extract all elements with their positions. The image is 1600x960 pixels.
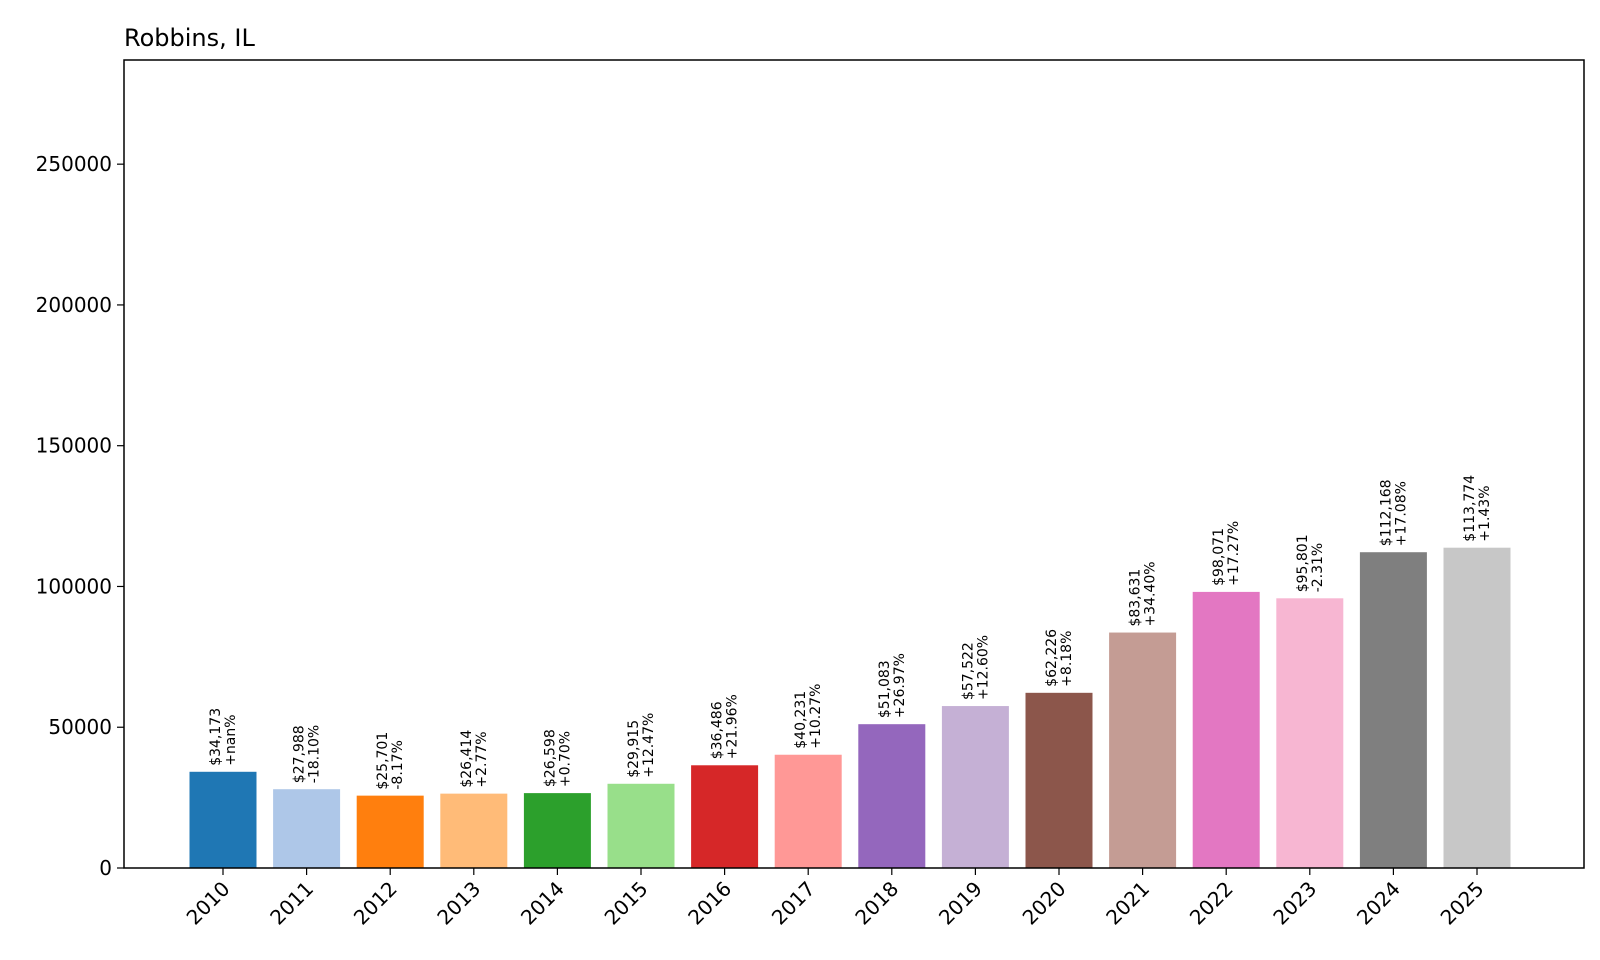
bar-data-label: $51,083 +26.97% xyxy=(877,653,908,718)
x-tick-label: 2013 xyxy=(432,877,485,930)
bar-data-label: $27,988 -18.10% xyxy=(292,725,323,783)
bar-value-label: $83,631 xyxy=(1128,569,1144,627)
x-tick-label: 2010 xyxy=(182,877,235,930)
y-tick-label: 200000 xyxy=(36,293,112,317)
bar-change-label: +0.70% xyxy=(557,731,573,787)
bar-value-label: $113,774 xyxy=(1462,475,1478,542)
bar-change-label: +12.60% xyxy=(975,635,991,700)
bar xyxy=(691,765,759,868)
bar-data-label: $29,915 +12.47% xyxy=(626,713,657,778)
x-tick-label: 2022 xyxy=(1185,877,1238,930)
bar-data-label: $26,598 +0.70% xyxy=(542,729,573,787)
y-tick-label: 250000 xyxy=(36,152,112,176)
y-axis: 0 50000 100000 150000 200000 250000 xyxy=(36,152,124,880)
x-tick-label: 2017 xyxy=(767,877,820,930)
x-tick-label: 2011 xyxy=(265,877,318,930)
bar xyxy=(523,793,591,868)
bar-value-label: $40,231 xyxy=(793,691,809,749)
bar-data-label: $57,522 +12.60% xyxy=(960,635,991,700)
bar-change-label: +8.18% xyxy=(1059,631,1075,687)
chart-title: Robbins, IL xyxy=(124,24,255,52)
bar-value-label: $34,173 xyxy=(208,708,224,766)
bar xyxy=(1025,692,1093,868)
bar xyxy=(1359,552,1427,868)
bar-data-label: $113,774 +1.43% xyxy=(1462,475,1493,542)
bar-data-label: $98,071 +17.27% xyxy=(1211,521,1242,586)
bar-labels: $34,173 +nan% $27,988 -18.10% $25,701 -8.17% $… xyxy=(208,475,1493,790)
bar-change-label: +17.27% xyxy=(1226,521,1242,586)
y-tick-label: 50000 xyxy=(48,715,112,739)
x-tick-label: 2021 xyxy=(1101,877,1154,930)
bar-value-label: $112,168 xyxy=(1378,479,1394,546)
bar-value-label: $27,988 xyxy=(292,725,308,783)
bar-data-label: $34,173 +nan% xyxy=(208,708,239,766)
bar-data-label: $83,631 +34.40% xyxy=(1128,561,1159,626)
x-axis: 2010 2011 2012 2013 2014 2015 2016 2017 2018 2019… xyxy=(182,868,1489,930)
bar xyxy=(273,789,341,868)
bar-value-label: $95,801 xyxy=(1295,534,1311,592)
bar-change-label: +21.96% xyxy=(725,694,741,759)
bar-value-label: $25,701 xyxy=(375,732,391,790)
bar-value-label: $29,915 xyxy=(626,720,642,778)
bar-data-label: $36,486 +21.96% xyxy=(710,694,741,759)
bar xyxy=(858,724,926,868)
y-tick-label: 150000 xyxy=(36,434,112,458)
bar-change-label: +2.77% xyxy=(474,731,490,787)
x-tick-label: 2019 xyxy=(934,877,987,930)
x-tick-label: 2024 xyxy=(1352,877,1405,930)
bar xyxy=(607,783,675,868)
bar-change-label: -2.31% xyxy=(1310,543,1326,593)
bar xyxy=(1109,632,1177,868)
bar-change-label: -8.17% xyxy=(390,740,406,790)
bar-change-label: +nan% xyxy=(223,714,239,765)
x-tick-label: 2014 xyxy=(516,877,569,930)
bars xyxy=(189,547,1511,868)
bar xyxy=(356,795,424,868)
y-tick-label: 100000 xyxy=(36,574,112,598)
x-tick-label: 2015 xyxy=(600,877,653,930)
bar xyxy=(440,793,508,868)
bar-value-label: $36,486 xyxy=(710,701,726,759)
bar-change-label: -18.10% xyxy=(307,725,323,783)
y-tick-label: 0 xyxy=(99,856,112,880)
x-tick-label: 2016 xyxy=(683,877,736,930)
bar-change-label: +26.97% xyxy=(892,653,908,718)
x-tick-label: 2020 xyxy=(1018,877,1071,930)
bar-value-label: $98,071 xyxy=(1211,528,1227,586)
bar-value-label: $57,522 xyxy=(960,642,976,700)
x-tick-label: 2018 xyxy=(850,877,903,930)
bar xyxy=(1443,547,1511,868)
x-tick-label: 2025 xyxy=(1436,877,1489,930)
plot-frame xyxy=(123,59,1585,869)
bar-data-label: $26,414 +2.77% xyxy=(459,730,490,788)
bar-change-label: +10.27% xyxy=(808,684,824,749)
bar xyxy=(1192,591,1260,868)
bar-value-label: $62,226 xyxy=(1044,629,1060,687)
bar-value-label: $26,598 xyxy=(542,729,558,787)
bar xyxy=(1276,598,1344,868)
bar-change-label: +17.08% xyxy=(1393,481,1409,546)
bar-data-label: $40,231 +10.27% xyxy=(793,684,824,749)
bar xyxy=(941,706,1009,868)
bar xyxy=(189,771,257,868)
bar-data-label: $62,226 +8.18% xyxy=(1044,629,1075,687)
x-tick-label: 2012 xyxy=(349,877,402,930)
bar-change-label: +1.43% xyxy=(1477,485,1493,541)
bar-value-label: $26,414 xyxy=(459,730,475,788)
bar-change-label: +34.40% xyxy=(1143,561,1159,626)
bar-data-label: $95,801 -2.31% xyxy=(1295,534,1326,592)
x-tick-label: 2023 xyxy=(1268,877,1321,930)
bar-change-label: +12.47% xyxy=(641,713,657,778)
bar-data-label: $112,168 +17.08% xyxy=(1378,479,1409,546)
bar xyxy=(774,754,842,868)
bar-value-label: $51,083 xyxy=(877,660,893,718)
bar-data-label: $25,701 -8.17% xyxy=(375,732,406,790)
